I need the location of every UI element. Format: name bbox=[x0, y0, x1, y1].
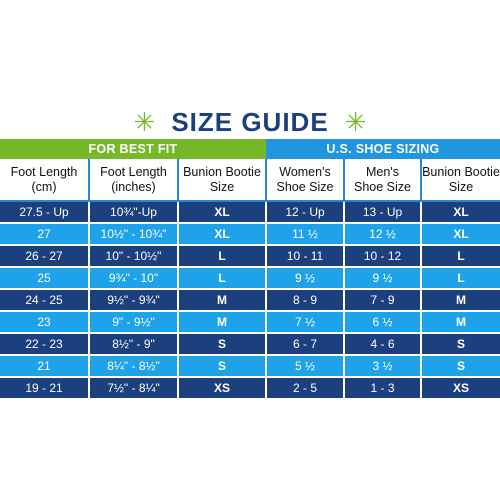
table-row: 19 - 21 7½" - 8¼" XS 2 - 5 1 - 3 XS bbox=[0, 377, 500, 400]
table-cell: 10¾"-Up bbox=[88, 201, 178, 224]
table-cell: 10" - 10½" bbox=[88, 245, 178, 268]
table-cell: 4 - 6 bbox=[343, 333, 421, 356]
column-header-row: Foot Length (cm) Foot Length (inches) Buni… bbox=[0, 159, 500, 202]
table-cell: 10 - 12 bbox=[343, 245, 421, 268]
table-row: 27 10½" - 10¾" XL 11 ½ 12 ½ XL bbox=[0, 223, 500, 246]
table-cell: 9 ½ bbox=[265, 267, 344, 290]
table-cell: 10½" - 10¾" bbox=[88, 223, 178, 246]
group-header-us-sizing: U.S. SHOE SIZING bbox=[266, 139, 500, 159]
table-row: 22 - 23 8½" - 9" S 6 - 7 4 - 6 S bbox=[0, 333, 500, 356]
table-cell: 1 - 3 bbox=[343, 377, 421, 400]
table-cell: 27 bbox=[0, 223, 89, 246]
group-header-best-fit: FOR BEST FIT bbox=[0, 139, 266, 159]
table-cell: 6 - 7 bbox=[265, 333, 344, 356]
table-cell: 22 - 23 bbox=[0, 333, 89, 356]
table-cell: XL bbox=[177, 223, 266, 246]
table-cell: 5 ½ bbox=[265, 355, 344, 378]
table-cell: 21 bbox=[0, 355, 89, 378]
asterisk-icon-left: ✳ bbox=[133, 107, 156, 137]
table-cell: 9 ½ bbox=[343, 267, 421, 290]
table-cell: 24 - 25 bbox=[0, 289, 89, 312]
table-cell: 12 - Up bbox=[265, 201, 344, 224]
table-cell: M bbox=[177, 311, 266, 334]
table-cell: 3 ½ bbox=[343, 355, 421, 378]
table-cell: 25 bbox=[0, 267, 89, 290]
table-cell: S bbox=[177, 355, 266, 378]
table-cell: 12 ½ bbox=[343, 223, 421, 246]
column-header: Foot Length (inches) bbox=[88, 159, 178, 202]
table-cell: XL bbox=[177, 201, 266, 224]
table-cell: 7 ½ bbox=[265, 311, 344, 334]
table-cell: M bbox=[420, 289, 500, 312]
table-cell: XL bbox=[420, 201, 500, 224]
table-cell: 8½" - 9" bbox=[88, 333, 178, 356]
table-row: 21 8¼" - 8½" S 5 ½ 3 ½ S bbox=[0, 355, 500, 378]
table-cell: 7½" - 8¼" bbox=[88, 377, 178, 400]
table-cell: M bbox=[420, 311, 500, 334]
table-cell: 8¼" - 8½" bbox=[88, 355, 178, 378]
column-header: Bunion Bootie Size bbox=[420, 159, 500, 202]
table-cell: S bbox=[420, 355, 500, 378]
table-row: 25 9¾" - 10" L 9 ½ 9 ½ L bbox=[0, 267, 500, 290]
table-row: 23 9" - 9½" M 7 ½ 6 ½ M bbox=[0, 311, 500, 334]
table-row: 24 - 25 9½" - 9¾" M 8 - 9 7 - 9 M bbox=[0, 289, 500, 312]
table-cell: 13 - Up bbox=[343, 201, 421, 224]
table-cell: 9½" - 9¾" bbox=[88, 289, 178, 312]
asterisk-icon-right: ✳ bbox=[344, 107, 367, 137]
table-cell: 9" - 9½" bbox=[88, 311, 178, 334]
table-cell: 7 - 9 bbox=[343, 289, 421, 312]
title-row: ✳ SIZE GUIDE ✳ bbox=[0, 104, 500, 140]
table-cell: 10 - 11 bbox=[265, 245, 344, 268]
table-cell: 11 ½ bbox=[265, 223, 344, 246]
table-cell: 19 - 21 bbox=[0, 377, 89, 400]
table-cell: 27.5 - Up bbox=[0, 201, 89, 224]
table-cell: 8 - 9 bbox=[265, 289, 344, 312]
table-cell: 23 bbox=[0, 311, 89, 334]
table-cell: 9¾" - 10" bbox=[88, 267, 178, 290]
table-cell: XS bbox=[177, 377, 266, 400]
table-cell: XL bbox=[420, 223, 500, 246]
column-header: Men's Shoe Size bbox=[343, 159, 421, 202]
column-header: Women's Shoe Size bbox=[265, 159, 344, 202]
table-cell: XS bbox=[420, 377, 500, 400]
table-row: 26 - 27 10" - 10½" L 10 - 11 10 - 12 L bbox=[0, 245, 500, 268]
table-cell: L bbox=[420, 245, 500, 268]
table-cell: 6 ½ bbox=[343, 311, 421, 334]
table-cell: L bbox=[177, 267, 266, 290]
table-cell: L bbox=[177, 245, 266, 268]
table-cell: 26 - 27 bbox=[0, 245, 89, 268]
size-guide-table: FOR BEST FIT U.S. SHOE SIZING Foot Lengt… bbox=[0, 139, 500, 400]
table-row: 27.5 - Up 10¾"-Up XL 12 - Up 13 - Up XL bbox=[0, 201, 500, 224]
table-cell: M bbox=[177, 289, 266, 312]
table-cell: 2 - 5 bbox=[265, 377, 344, 400]
column-header: Bunion Bootie Size bbox=[177, 159, 266, 202]
table-cell: S bbox=[177, 333, 266, 356]
table-cell: L bbox=[420, 267, 500, 290]
table-cell: S bbox=[420, 333, 500, 356]
column-header: Foot Length (cm) bbox=[0, 159, 89, 202]
page-title: SIZE GUIDE bbox=[171, 106, 329, 137]
group-header-row: FOR BEST FIT U.S. SHOE SIZING bbox=[0, 139, 500, 159]
